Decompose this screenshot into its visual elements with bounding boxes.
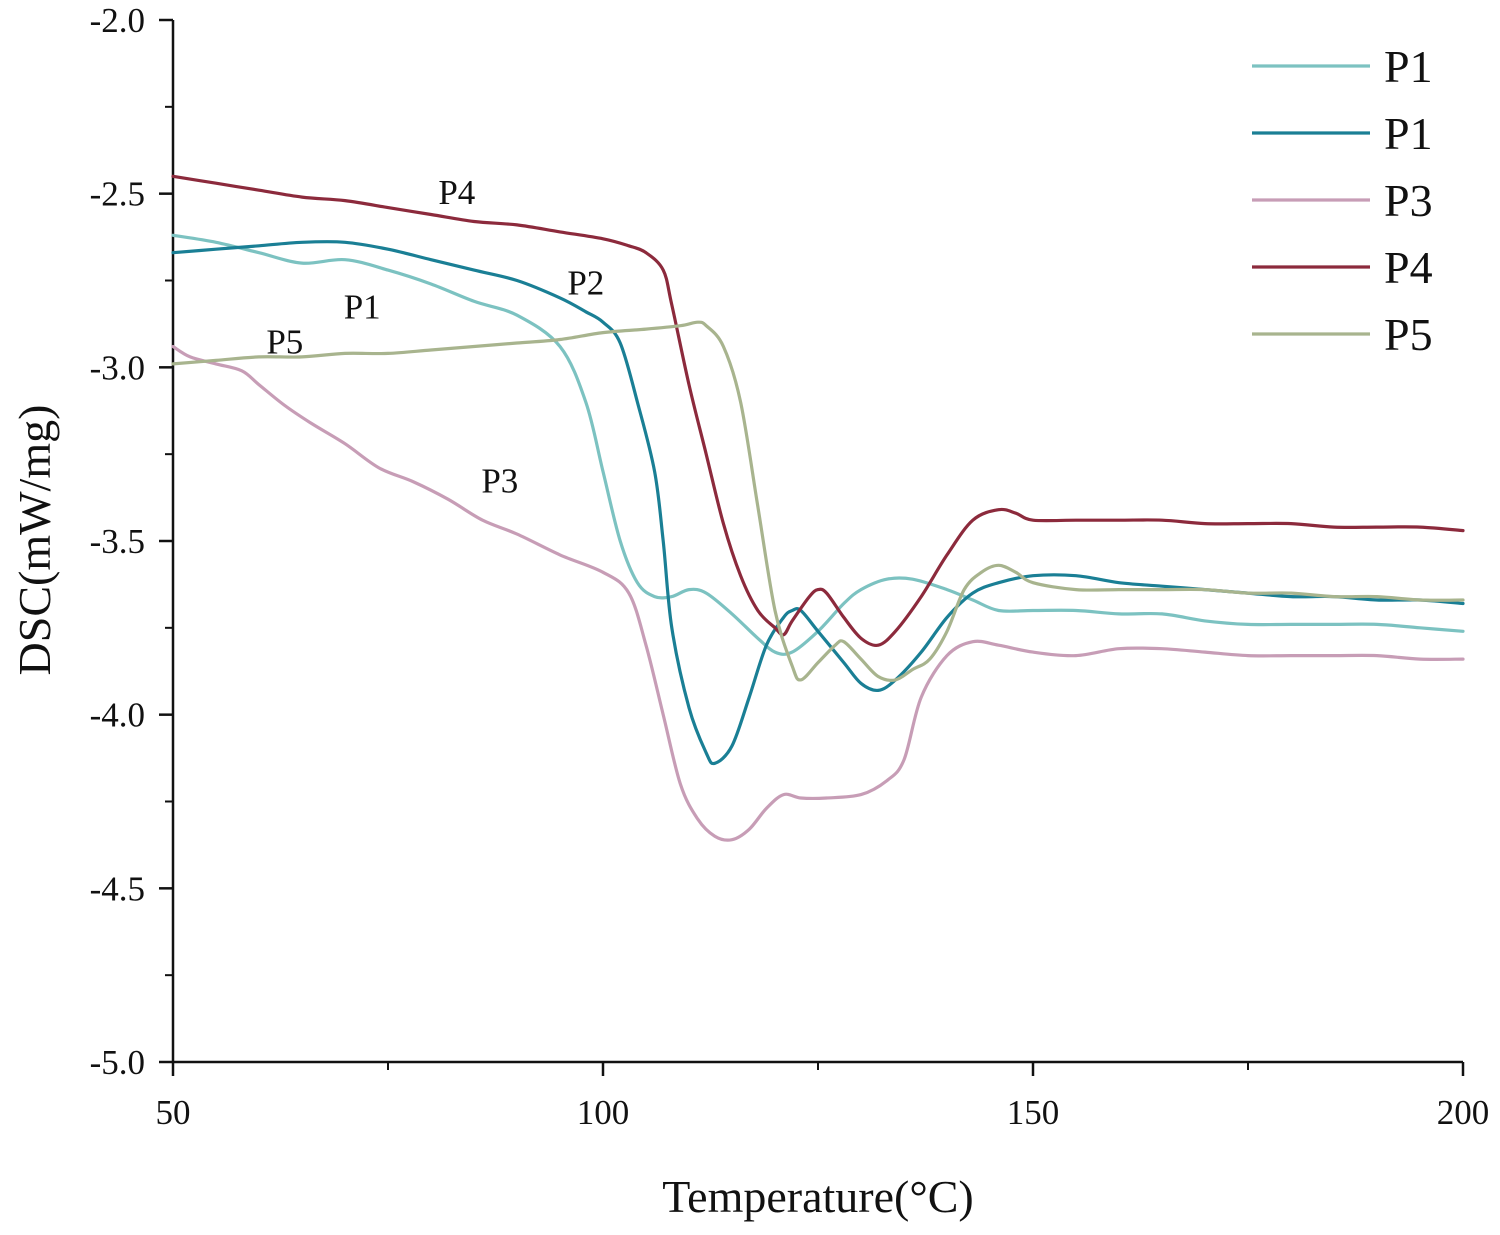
y-tick-label: -3.0 [90, 348, 145, 387]
curve-annotation: P2 [567, 263, 604, 302]
y-tick-label: -3.5 [90, 522, 145, 561]
y-tick-label: -4.5 [90, 869, 145, 908]
legend-label: P1 [1384, 108, 1433, 159]
series-lines [171, 174, 1465, 842]
y-tick-label: -4.0 [90, 696, 145, 735]
curve-annotation: P4 [438, 173, 475, 212]
x-tick-label: 200 [1437, 1093, 1490, 1132]
x-axis-title: Temperature(°C) [662, 1171, 973, 1222]
curve-annotation: P3 [481, 461, 518, 500]
legend: P1 P1 P3 P4 P5 [1252, 41, 1433, 360]
annotations: P4 P2 P1 P5 P3 [266, 173, 604, 500]
curve-annotation: P5 [266, 322, 303, 361]
legend-label: P4 [1384, 242, 1433, 293]
legend-label: P5 [1384, 309, 1433, 360]
y-tick-label: -2.0 [90, 1, 145, 40]
y-axis-title: DSC(mW/mg) [9, 405, 60, 676]
series-line-2 [171, 240, 1465, 766]
series-line-5 [171, 320, 1465, 682]
legend-label: P1 [1384, 41, 1433, 92]
y-tick-label: -5.0 [90, 1043, 145, 1082]
x-tick-label: 50 [156, 1093, 191, 1132]
axes: 50 100 150 200 -2.0 -2.5 -3.0 -3.5 -4.0 -4.5 -5.0 [90, 1, 1490, 1132]
legend-label: P3 [1384, 175, 1433, 226]
series-line-4 [171, 174, 1465, 648]
curve-annotation: P1 [344, 288, 381, 327]
y-tick-label: -2.5 [90, 175, 145, 214]
series-line-3 [171, 344, 1465, 842]
series-line-1 [171, 233, 1465, 656]
x-tick-label: 100 [577, 1093, 630, 1132]
x-tick-label: 150 [1007, 1093, 1060, 1132]
